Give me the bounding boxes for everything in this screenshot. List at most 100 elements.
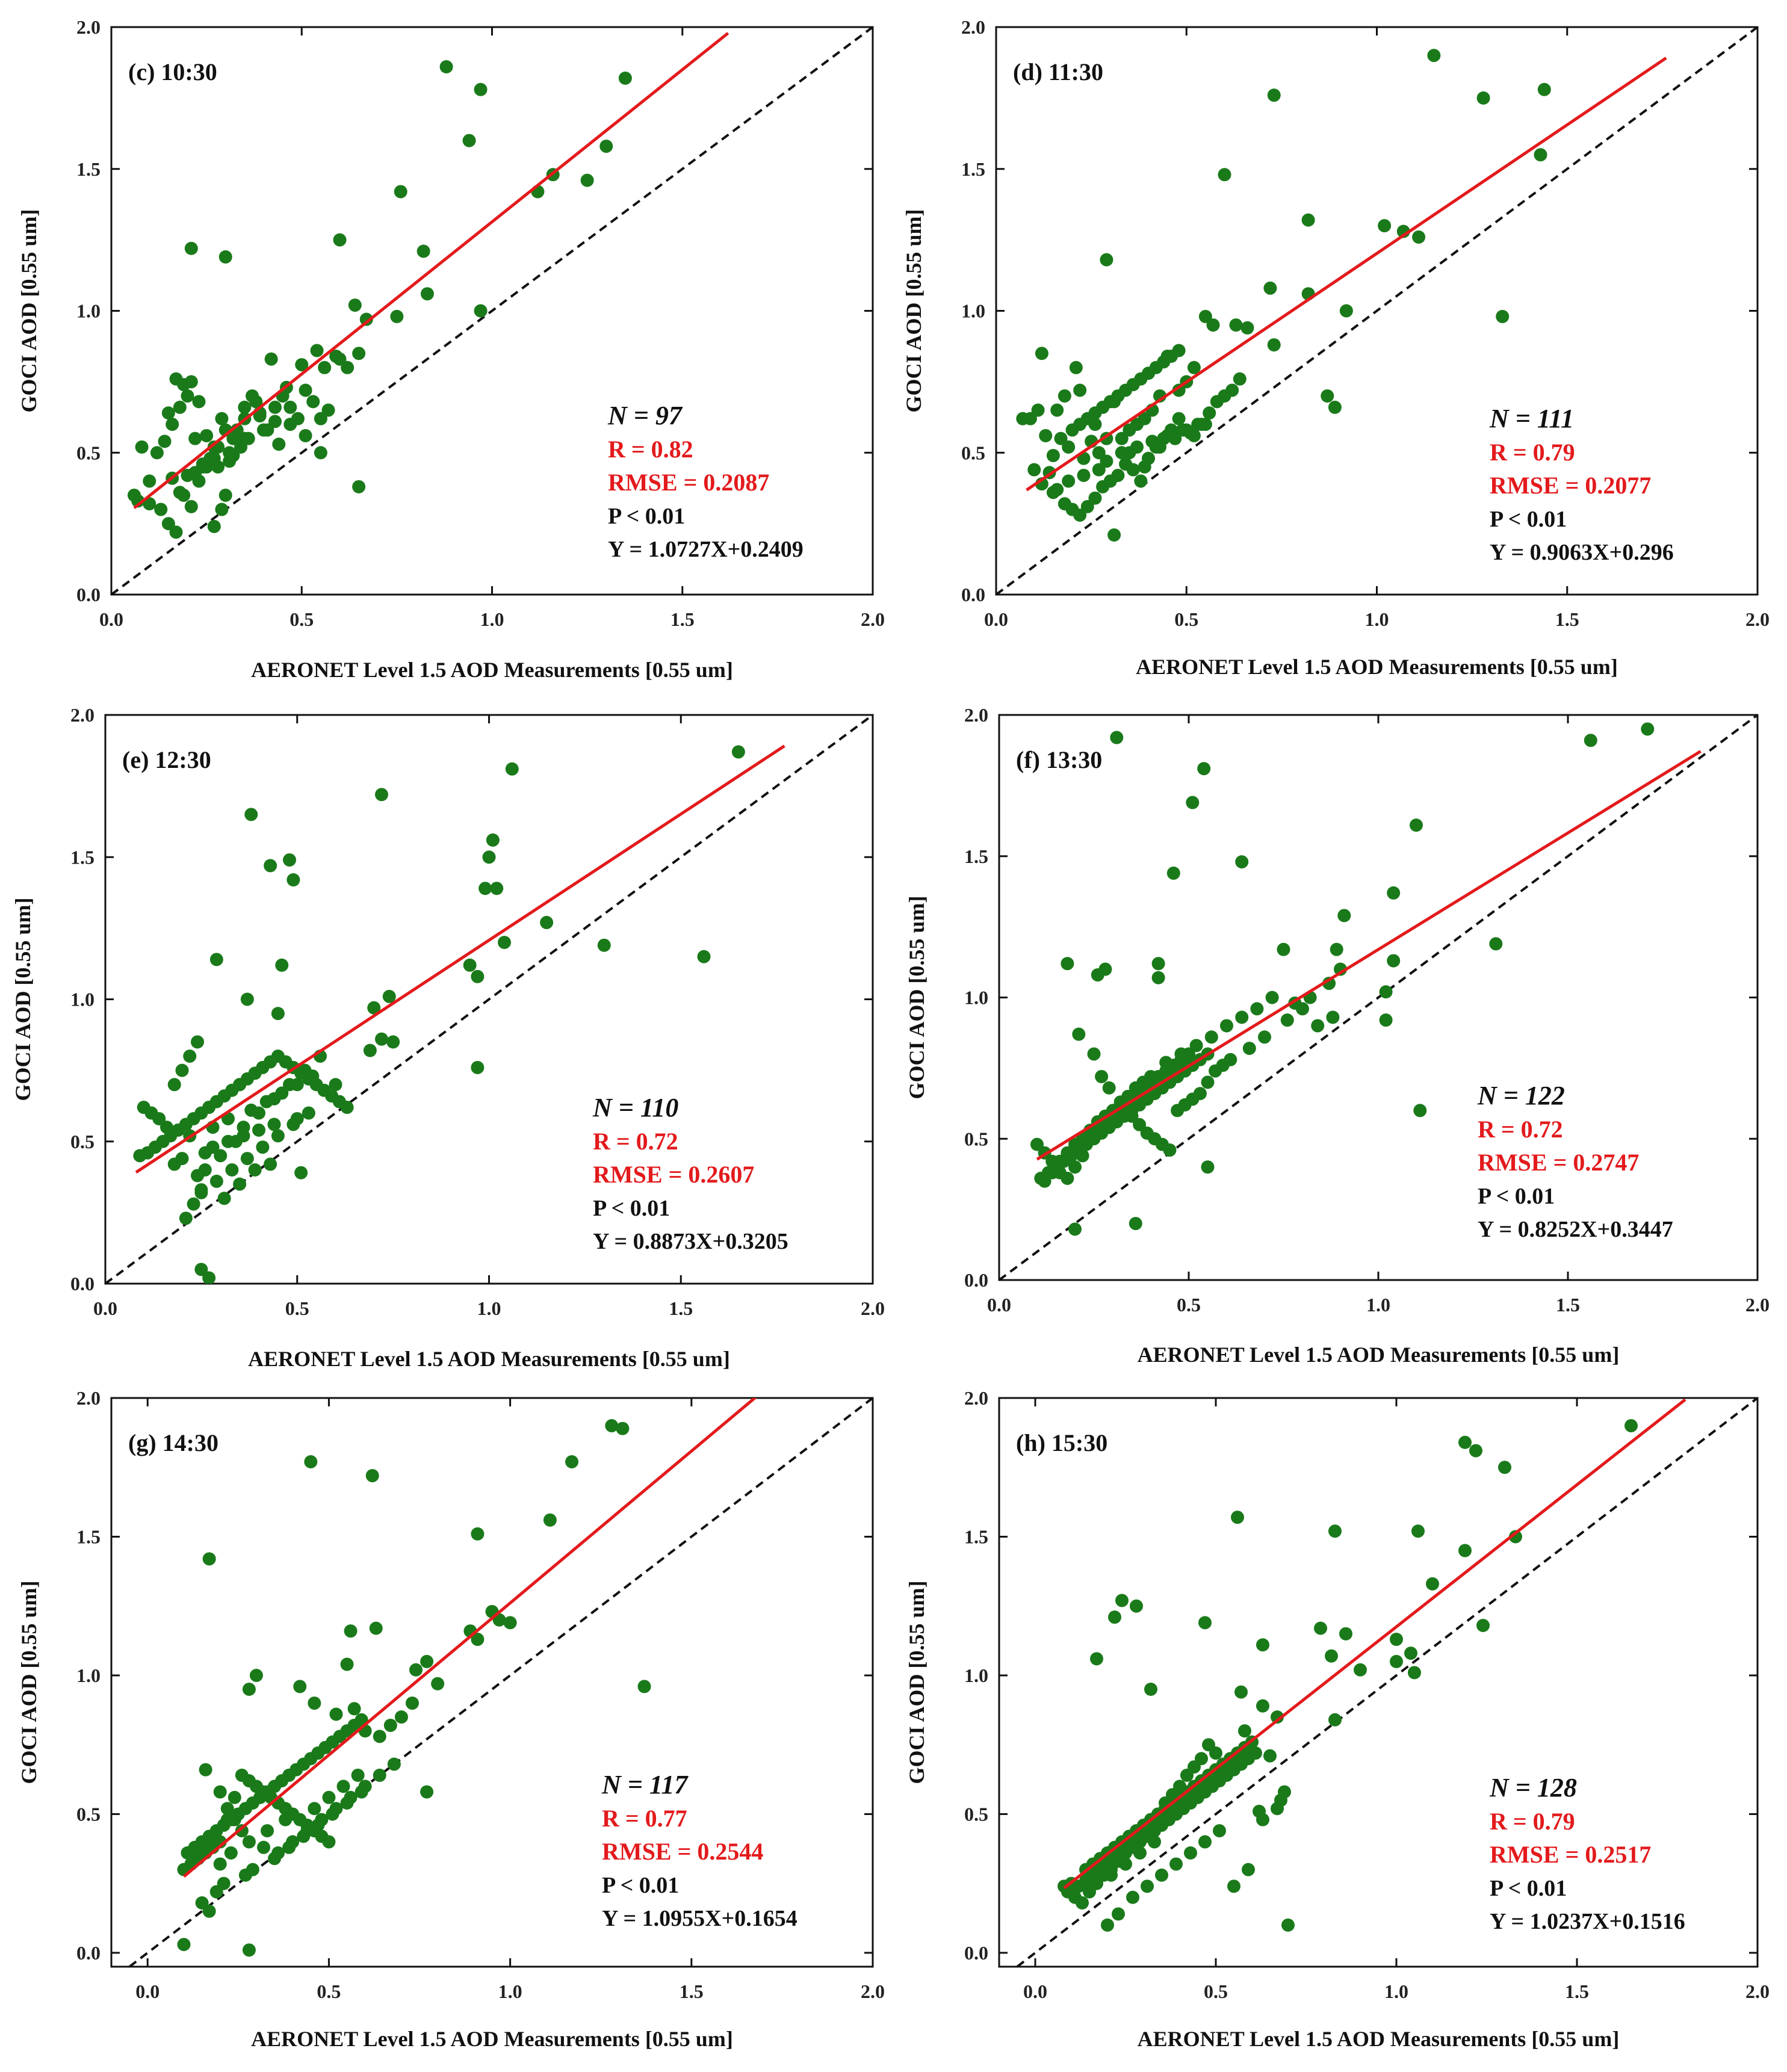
- y-tick-label: 0.0: [964, 1269, 988, 1291]
- data-point: [599, 140, 613, 153]
- data-point: [439, 60, 453, 74]
- x-tick-label: 0.5: [285, 1297, 309, 1319]
- y-tick-label: 1.5: [76, 158, 101, 180]
- y-tick-label: 0.0: [76, 584, 101, 605]
- y-tick-label: 2.0: [961, 16, 985, 38]
- y-tick-label: 1.0: [961, 300, 985, 322]
- data-point: [228, 1813, 241, 1826]
- data-point: [352, 347, 366, 360]
- data-point: [1050, 403, 1064, 417]
- regression-line: [1026, 57, 1667, 492]
- stat-equation: Y = 1.0237X+0.1516: [1490, 1909, 1685, 1934]
- one-to-one-line: [105, 715, 873, 1284]
- y-tick-label: 0.0: [70, 1273, 94, 1294]
- data-point: [179, 1211, 193, 1225]
- data-point: [233, 1177, 247, 1191]
- data-point: [341, 360, 355, 374]
- data-point: [224, 1846, 238, 1860]
- data-point: [597, 938, 611, 952]
- x-axis-label: AERONET Level 1.5 AOD Measurements [0.55…: [251, 2027, 733, 2051]
- data-point: [1476, 1619, 1490, 1632]
- data-point: [271, 1129, 285, 1143]
- data-point: [382, 989, 396, 1003]
- y-tick-label: 0.0: [964, 1942, 988, 1964]
- data-point: [1197, 762, 1211, 776]
- stat-rmse: RMSE = 0.2087: [608, 469, 769, 496]
- data-point: [242, 1943, 256, 1957]
- data-point: [1301, 213, 1315, 227]
- data-point: [1058, 389, 1071, 403]
- y-tick-label: 0.5: [70, 1131, 94, 1152]
- data-point: [1281, 1918, 1295, 1932]
- data-point: [191, 1035, 204, 1049]
- data-point: [283, 400, 297, 414]
- scatter-panel-3: 0.0 0.0 0.5 0.5 1.0 1.0 1.5 1.5 2.0 2.0 AERONET Le…: [905, 704, 1770, 1367]
- data-point: [1038, 1174, 1051, 1188]
- data-point: [1107, 528, 1121, 542]
- x-tick-label: 2.0: [1745, 608, 1770, 630]
- data-point: [1203, 406, 1216, 420]
- data-point: [409, 1663, 423, 1677]
- data-point: [1175, 423, 1189, 437]
- data-point: [1115, 446, 1129, 460]
- data-point: [215, 412, 229, 425]
- data-point: [306, 1069, 320, 1083]
- data-point: [237, 1129, 250, 1143]
- data-point: [1101, 1918, 1114, 1932]
- stat-equation: Y = 1.0955X+0.1654: [602, 1906, 797, 1931]
- x-tick-label: 1.0: [480, 608, 504, 630]
- y-axis-label: GOCI AOD [0.55 um]: [902, 209, 926, 412]
- data-point: [1123, 423, 1136, 437]
- data-point: [463, 958, 477, 972]
- data-point: [1256, 1638, 1269, 1652]
- data-point: [158, 435, 172, 448]
- data-point: [1076, 1896, 1089, 1910]
- data-point: [299, 428, 312, 442]
- data-point: [131, 494, 145, 508]
- stat-p: P < 0.01: [593, 1196, 670, 1221]
- data-point: [249, 1668, 263, 1682]
- data-point: [1387, 954, 1401, 968]
- data-point: [259, 1095, 273, 1109]
- data-point: [137, 1101, 150, 1115]
- data-point: [697, 950, 711, 963]
- data-point: [1151, 971, 1165, 985]
- data-point: [1077, 468, 1091, 482]
- data-point: [1220, 1019, 1233, 1033]
- data-point: [257, 1840, 270, 1854]
- data-point: [322, 1790, 336, 1804]
- data-point: [207, 519, 221, 533]
- data-point: [1130, 1599, 1143, 1613]
- data-point: [1390, 1633, 1403, 1647]
- data-point: [209, 953, 223, 966]
- x-tick-label: 2.0: [1745, 1981, 1770, 2002]
- data-point: [253, 409, 267, 422]
- data-point: [1233, 372, 1247, 386]
- data-point: [242, 1683, 256, 1696]
- data-point: [1218, 168, 1231, 182]
- data-point: [1641, 722, 1655, 736]
- data-point: [1271, 1802, 1284, 1816]
- data-point: [326, 1807, 339, 1821]
- data-point: [1213, 1824, 1226, 1838]
- data-point: [367, 1001, 381, 1015]
- data-point: [181, 389, 194, 403]
- data-point: [490, 882, 504, 895]
- data-point: [417, 244, 430, 258]
- data-point: [478, 882, 492, 895]
- x-tick-label: 0.5: [317, 1981, 341, 2002]
- data-point: [218, 250, 232, 264]
- data-point: [1390, 1654, 1403, 1668]
- data-point: [1326, 1010, 1340, 1024]
- stat-rmse: RMSE = 0.2747: [1478, 1149, 1639, 1176]
- data-point: [1172, 412, 1186, 425]
- data-point: [1378, 219, 1392, 233]
- data-point: [383, 1718, 397, 1732]
- y-tick-label: 2.0: [964, 1387, 988, 1409]
- data-point: [1054, 431, 1068, 445]
- data-point: [1334, 962, 1347, 976]
- data-point: [1169, 1857, 1183, 1871]
- stat-p: P < 0.01: [602, 1873, 679, 1898]
- data-point: [1201, 1075, 1215, 1089]
- data-point: [1216, 1059, 1230, 1072]
